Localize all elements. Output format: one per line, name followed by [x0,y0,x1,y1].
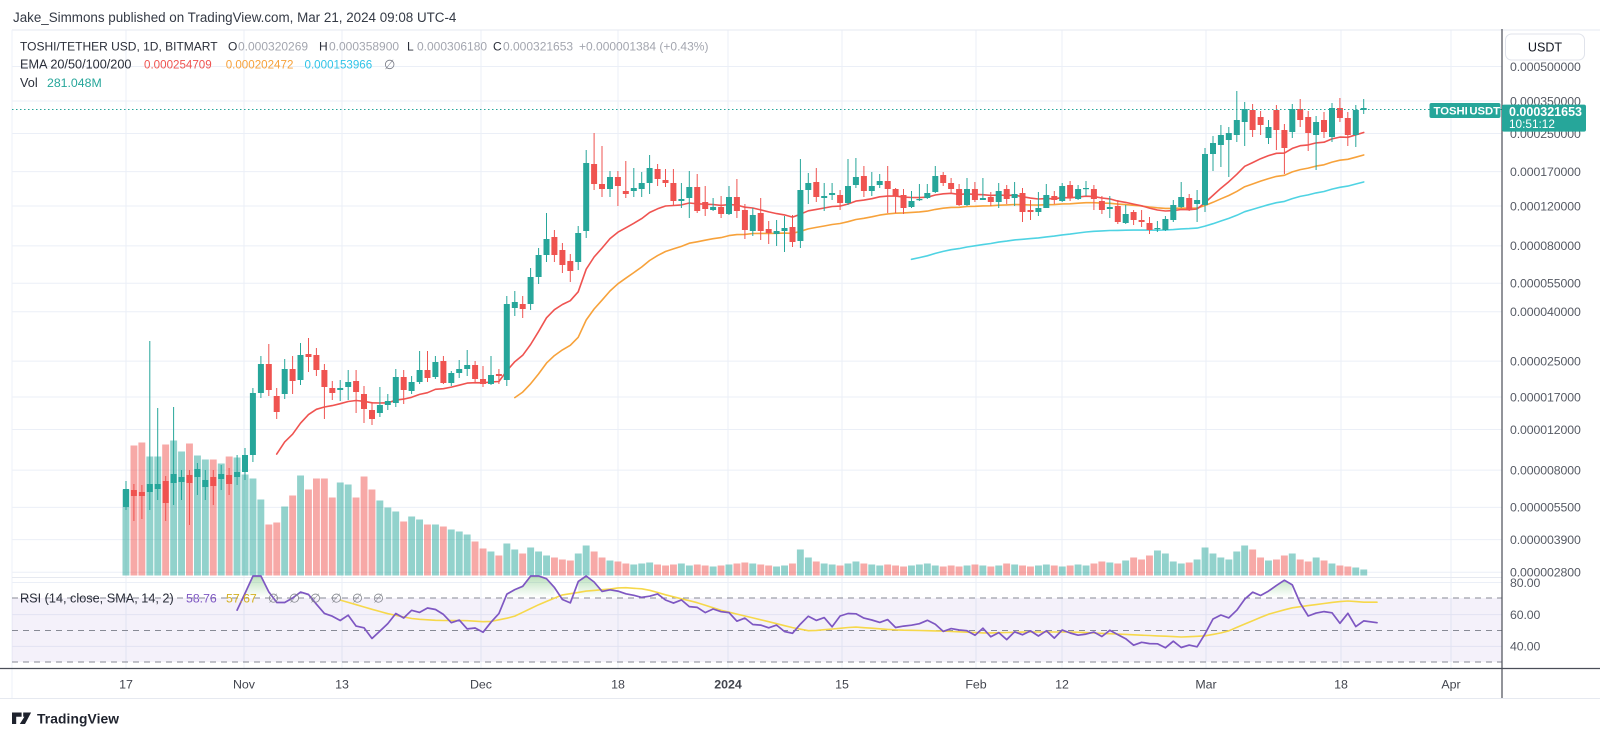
svg-text:TradingView: TradingView [37,712,119,727]
svg-text:0.000080000: 0.000080000 [1510,239,1581,253]
svg-text:Feb: Feb [965,677,986,691]
svg-text:281.048M: 281.048M [47,76,102,90]
svg-text:USDT: USDT [1528,41,1563,55]
svg-text:L: L [407,40,414,54]
svg-text:13: 13 [335,677,349,691]
svg-text:60.00: 60.00 [1510,608,1541,622]
svg-text:17: 17 [119,677,133,691]
svg-text:18: 18 [1334,677,1348,691]
svg-text:RSI (14, close, SMA, 14, 2): RSI (14, close, SMA, 14, 2) [20,591,174,605]
svg-text:EMA 20/50/100/200: EMA 20/50/100/200 [20,58,131,72]
svg-text:0.000153966: 0.000153966 [305,59,373,72]
svg-text:0.000002800: 0.000002800 [1510,566,1581,580]
svg-text:0.000003900: 0.000003900 [1510,533,1581,547]
svg-text:∅: ∅ [268,592,279,606]
svg-text:C: C [493,40,502,54]
svg-text:0.000040000: 0.000040000 [1510,305,1581,319]
svg-text:58.76: 58.76 [186,591,217,605]
svg-text:+0.000001384 (+0.43%): +0.000001384 (+0.43%) [579,40,708,54]
svg-text:15: 15 [835,677,849,691]
svg-text:12: 12 [1055,677,1069,691]
svg-text:TOSHI/TETHER USD, 1D, BITMART: TOSHI/TETHER USD, 1D, BITMART [20,40,218,54]
svg-text:Vol: Vol [20,76,38,90]
svg-text:2024: 2024 [714,677,742,691]
svg-text:∅: ∅ [373,592,384,606]
svg-text:Nov: Nov [233,677,256,691]
svg-text:0.000025000: 0.000025000 [1510,354,1581,368]
svg-text:0.000321653: 0.000321653 [503,40,573,54]
svg-text:40.00: 40.00 [1510,640,1541,654]
svg-text:0.000358900: 0.000358900 [329,40,399,54]
svg-text:0.000320269: 0.000320269 [238,40,308,54]
svg-text:∅: ∅ [384,57,395,72]
svg-text:0.000500000: 0.000500000 [1510,60,1581,74]
svg-text:10:51:12: 10:51:12 [1509,117,1555,131]
svg-text:57.67: 57.67 [226,591,257,605]
svg-text:Apr: Apr [1441,677,1460,691]
svg-text:0.000008000: 0.000008000 [1510,463,1581,477]
svg-text:0.000017000: 0.000017000 [1510,390,1581,404]
svg-text:∅: ∅ [289,592,300,606]
svg-text:0.000055000: 0.000055000 [1510,277,1581,291]
svg-text:80.00: 80.00 [1510,576,1541,590]
svg-text:0.000202472: 0.000202472 [226,59,294,72]
svg-text:18: 18 [611,677,625,691]
svg-text:Dec: Dec [470,677,492,691]
svg-text:0.000120000: 0.000120000 [1510,199,1581,213]
svg-text:O: O [228,40,237,54]
svg-text:0.000005500: 0.000005500 [1510,501,1581,515]
svg-text:0.000254709: 0.000254709 [144,59,212,72]
svg-text:H: H [319,40,328,54]
svg-text:0.000170000: 0.000170000 [1510,165,1581,179]
svg-text:0.000012000: 0.000012000 [1510,423,1581,437]
svg-text:∅: ∅ [310,592,321,606]
svg-text:0.000306180: 0.000306180 [417,40,487,54]
svg-text:Mar: Mar [1195,677,1216,691]
svg-text:∅: ∅ [352,592,363,606]
svg-text:Jake_Simmons published on Trad: Jake_Simmons published on TradingView.co… [13,10,457,25]
svg-text:∅: ∅ [331,592,342,606]
svg-text:0.000321653: 0.000321653 [1509,105,1582,119]
